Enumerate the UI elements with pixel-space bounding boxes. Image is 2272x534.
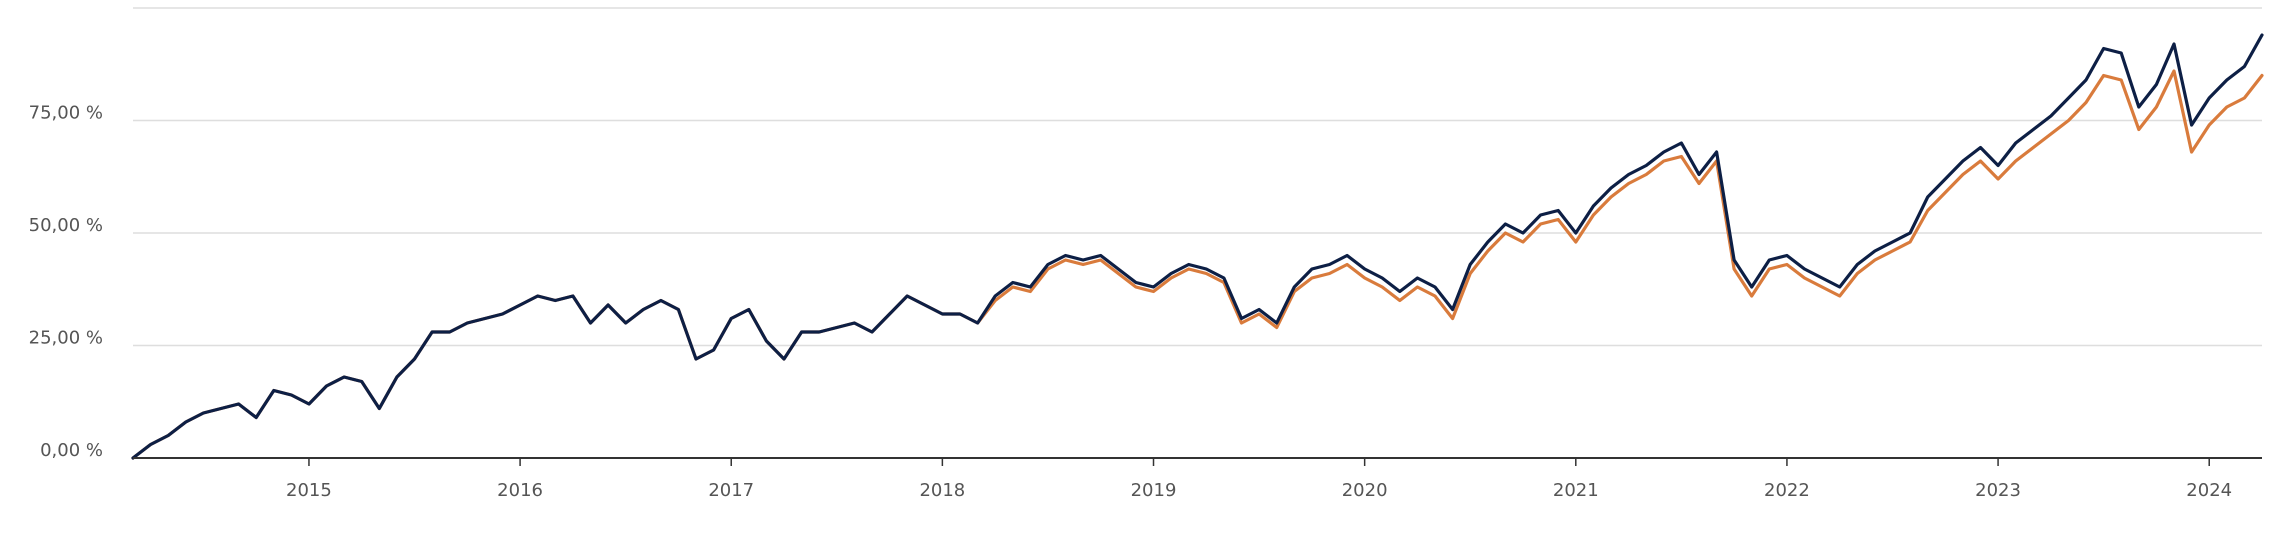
series-line-1 — [131, 33, 2264, 460]
x-tick-label: 2021 — [1553, 480, 1599, 501]
x-tick-label: 2022 — [1764, 480, 1810, 501]
x-tick-label: 2023 — [1975, 480, 2021, 501]
x-tick-label: 2017 — [708, 480, 754, 501]
y-tick-labels: 0,00 % 25,00 % 50,00 % 75,00 % — [29, 103, 103, 462]
x-tick-labels: 2015 2016 2017 2018 2019 2020 2021 2022 2023 2024 — [286, 458, 2232, 501]
x-tick-label: 2018 — [919, 480, 965, 501]
x-tick-label: 2019 — [1131, 480, 1177, 501]
x-tick-label: 2016 — [497, 480, 543, 501]
grid-lines — [133, 7, 2262, 347]
y-tick-label: 50,00 % — [29, 215, 103, 236]
y-tick-label: 25,00 % — [29, 328, 103, 349]
y-tick-label: 0,00 % — [40, 440, 103, 461]
x-tick-label: 2020 — [1342, 480, 1388, 501]
series-line-2 — [131, 69, 2264, 460]
series-lines — [131, 33, 2264, 460]
y-tick-label: 75,00 % — [29, 103, 103, 124]
x-tick-label: 2015 — [286, 480, 332, 501]
x-tick-label: 2024 — [2186, 480, 2232, 501]
